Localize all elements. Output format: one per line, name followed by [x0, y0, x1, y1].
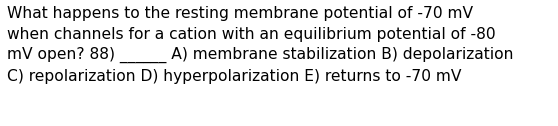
Text: What happens to the resting membrane potential of -70 mV
when channels for a cat: What happens to the resting membrane pot… [7, 6, 514, 84]
